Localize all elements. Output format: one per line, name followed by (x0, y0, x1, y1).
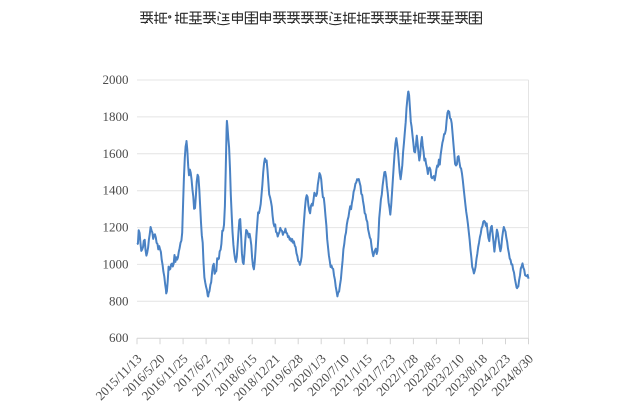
svg-text:1800: 1800 (103, 109, 129, 124)
svg-text:2000: 2000 (103, 72, 129, 87)
svg-text:1000: 1000 (103, 256, 129, 271)
svg-text:600: 600 (109, 330, 129, 345)
svg-text:1600: 1600 (103, 146, 129, 161)
svg-text:800: 800 (109, 293, 129, 308)
svg-text:1400: 1400 (103, 183, 129, 198)
svg-text:1200: 1200 (103, 220, 129, 235)
